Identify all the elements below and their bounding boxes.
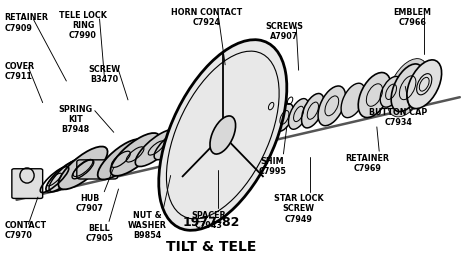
Ellipse shape bbox=[358, 73, 391, 117]
Text: SCREW
B3470: SCREW B3470 bbox=[88, 65, 120, 84]
Text: EMBLEM
C7966: EMBLEM C7966 bbox=[393, 8, 431, 27]
Ellipse shape bbox=[391, 64, 424, 112]
Text: STAR LOCK
SCREW
C7949: STAR LOCK SCREW C7949 bbox=[274, 194, 323, 224]
Ellipse shape bbox=[341, 83, 365, 118]
Text: BELL
C7905: BELL C7905 bbox=[86, 224, 113, 243]
Ellipse shape bbox=[135, 129, 178, 167]
Text: RETAINER
C7909: RETAINER C7909 bbox=[5, 14, 49, 33]
Ellipse shape bbox=[154, 126, 192, 160]
Ellipse shape bbox=[380, 76, 402, 107]
Text: TELE LOCK
RING
C7990: TELE LOCK RING C7990 bbox=[59, 11, 107, 40]
Ellipse shape bbox=[289, 99, 309, 129]
Ellipse shape bbox=[414, 70, 434, 98]
Text: RETAINER
C7969: RETAINER C7969 bbox=[346, 154, 389, 173]
Text: SPACER
C7943: SPACER C7943 bbox=[191, 211, 226, 230]
Text: NUT &
WASHER
B9854: NUT & WASHER B9854 bbox=[128, 211, 166, 240]
Ellipse shape bbox=[46, 160, 82, 192]
Text: CONTACT
C7970: CONTACT C7970 bbox=[5, 221, 47, 241]
Ellipse shape bbox=[387, 59, 428, 117]
Text: HORN CONTACT
C7924: HORN CONTACT C7924 bbox=[171, 8, 242, 27]
Text: SPRING
KIT
B7948: SPRING KIT B7948 bbox=[59, 105, 93, 134]
Text: TILT & TELE: TILT & TELE bbox=[166, 240, 256, 254]
Ellipse shape bbox=[110, 133, 160, 176]
Ellipse shape bbox=[58, 147, 108, 189]
Ellipse shape bbox=[98, 139, 144, 180]
Ellipse shape bbox=[318, 86, 346, 126]
Text: HUB
C7907: HUB C7907 bbox=[76, 194, 104, 214]
FancyBboxPatch shape bbox=[77, 160, 118, 179]
Text: 1977-82: 1977-82 bbox=[182, 216, 240, 229]
Ellipse shape bbox=[275, 104, 293, 131]
Ellipse shape bbox=[159, 40, 287, 230]
Text: BUTTON CAP
C7934: BUTTON CAP C7934 bbox=[369, 108, 427, 127]
Text: SHIM
C7995: SHIM C7995 bbox=[259, 157, 286, 176]
FancyBboxPatch shape bbox=[12, 169, 43, 198]
Ellipse shape bbox=[407, 60, 442, 109]
Ellipse shape bbox=[301, 93, 324, 128]
Text: SCREWS
A7907: SCREWS A7907 bbox=[265, 22, 303, 41]
Ellipse shape bbox=[210, 116, 236, 154]
Text: COVER
C7911: COVER C7911 bbox=[5, 62, 35, 81]
